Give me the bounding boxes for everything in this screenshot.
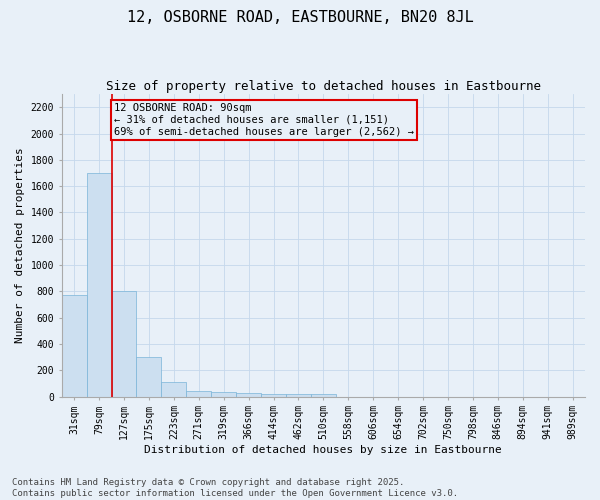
Bar [211,392,236,396]
Text: Contains HM Land Registry data © Crown copyright and database right 2025.
Contai: Contains HM Land Registry data © Crown c… [12,478,458,498]
Bar [136,357,161,397]
Bar [86,173,112,396]
Bar [286,394,311,396]
Bar [236,392,261,396]
Bar [62,294,86,396]
Bar [186,392,211,396]
Bar [161,382,186,396]
Bar [311,394,336,396]
Title: Size of property relative to detached houses in Eastbourne: Size of property relative to detached ho… [106,80,541,93]
X-axis label: Distribution of detached houses by size in Eastbourne: Distribution of detached houses by size … [145,445,502,455]
Text: 12, OSBORNE ROAD, EASTBOURNE, BN20 8JL: 12, OSBORNE ROAD, EASTBOURNE, BN20 8JL [127,10,473,25]
Text: 12 OSBORNE ROAD: 90sqm
← 31% of detached houses are smaller (1,151)
69% of semi-: 12 OSBORNE ROAD: 90sqm ← 31% of detached… [114,104,414,136]
Bar [112,292,136,397]
Bar [261,394,286,396]
Y-axis label: Number of detached properties: Number of detached properties [15,148,25,343]
